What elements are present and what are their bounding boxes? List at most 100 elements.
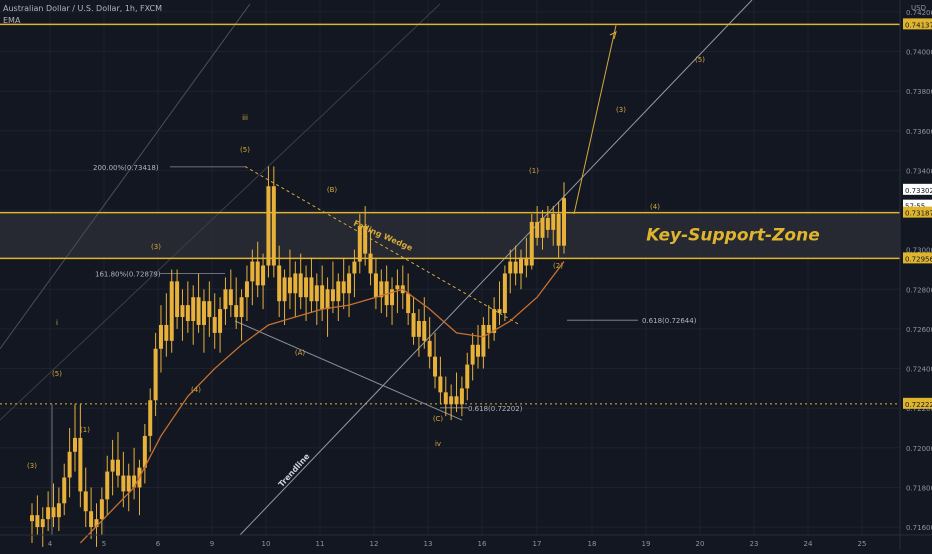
- candle-body: [115, 459, 120, 476]
- price-tag-label: 0.72956: [905, 255, 932, 263]
- candle-body: [35, 515, 40, 528]
- candle-body: [78, 437, 83, 492]
- x-tick-label: 17: [533, 540, 542, 548]
- candle-body: [508, 261, 513, 274]
- candle-body: [191, 297, 196, 321]
- candle-body: [40, 519, 45, 528]
- candle-body: [379, 281, 384, 298]
- x-tick-label: 5: [102, 540, 106, 548]
- candle-body: [562, 198, 566, 246]
- x-tick-label: 6: [156, 540, 161, 548]
- candle-body: [390, 289, 395, 306]
- indicator-label: EMA: [3, 16, 21, 25]
- candle-body: [282, 277, 287, 302]
- candle-body: [363, 225, 368, 254]
- key-support-zone: [0, 212, 900, 259]
- x-tick-label: 12: [370, 540, 379, 548]
- candle-body: [341, 281, 346, 294]
- x-tick-label: 10: [262, 540, 271, 548]
- candle-body: [486, 324, 491, 333]
- wave-label: (1): [529, 167, 539, 175]
- fib-label: 0.618(0.72644): [642, 317, 697, 325]
- candle-body: [228, 289, 233, 306]
- wave-label: (3): [151, 243, 161, 251]
- wave-label: (5): [240, 146, 250, 154]
- price-tag: [903, 18, 932, 30]
- candle-body: [384, 281, 389, 306]
- candle-body: [481, 324, 486, 357]
- candle-body: [347, 273, 352, 294]
- candle-body: [330, 289, 335, 302]
- symbol-title: Australian Dollar / U.S. Dollar, 1h, FXC…: [3, 4, 163, 13]
- candle-body: [255, 261, 260, 286]
- candle-body: [148, 400, 153, 436]
- candle-body: [56, 503, 61, 518]
- candle-body: [416, 321, 421, 337]
- candle-body: [196, 297, 201, 325]
- candle-body: [207, 301, 212, 318]
- candle-body: [309, 277, 314, 302]
- candle-body: [142, 435, 147, 468]
- candle-body: [110, 459, 115, 472]
- wave-label: (B): [327, 186, 338, 194]
- wave-label: i: [56, 319, 58, 327]
- candle-body: [234, 305, 239, 318]
- candle-body: [46, 507, 51, 520]
- candle-body: [540, 217, 545, 238]
- x-tick-label: 24: [804, 540, 813, 548]
- candle-body: [175, 281, 180, 318]
- candle-body: [556, 214, 561, 246]
- candle-body: [201, 301, 206, 325]
- x-tick-label: 19: [642, 540, 651, 548]
- candle-body: [94, 519, 99, 528]
- candle-body: [465, 364, 470, 389]
- wave-label: (A): [295, 349, 306, 357]
- candle-body: [395, 285, 400, 290]
- x-tick-label: 20: [696, 540, 705, 548]
- wave-label: iii: [242, 114, 248, 122]
- projection-arrow: [573, 25, 617, 215]
- price-tag: [903, 252, 932, 264]
- chart-header: Australian Dollar / U.S. Dollar, 1h, FXC…: [3, 3, 162, 27]
- x-tick-label: 9: [210, 540, 214, 548]
- wave-label: (3): [27, 462, 37, 470]
- candle-body: [470, 344, 475, 365]
- candle-body: [126, 475, 131, 492]
- price-tag: [903, 397, 932, 409]
- candle-body: [62, 477, 67, 504]
- candle-body: [158, 324, 163, 349]
- wave-label: (C): [433, 415, 444, 423]
- fib-label: 200.00%(0.73418): [93, 164, 159, 172]
- candle-body: [287, 277, 292, 294]
- candle-body: [454, 396, 459, 405]
- candle-body: [83, 491, 88, 512]
- candle-body: [180, 305, 185, 318]
- candle-body: [218, 309, 223, 333]
- candle-body: [304, 277, 309, 298]
- candle-body: [325, 289, 330, 310]
- candle-body: [433, 356, 438, 377]
- x-tick-label: 11: [316, 540, 325, 548]
- candle-body: [89, 511, 94, 528]
- y-tick-label: 0.74200: [906, 9, 932, 17]
- channel-line: [0, 3, 251, 350]
- candle-body: [164, 324, 169, 341]
- candle-body: [244, 281, 249, 298]
- wave-label: iv: [435, 440, 441, 448]
- candle-body: [51, 507, 56, 518]
- x-tick-label: 4: [48, 540, 53, 548]
- candle-body: [502, 273, 507, 314]
- candle-body: [535, 221, 540, 238]
- candle-body: [406, 293, 411, 314]
